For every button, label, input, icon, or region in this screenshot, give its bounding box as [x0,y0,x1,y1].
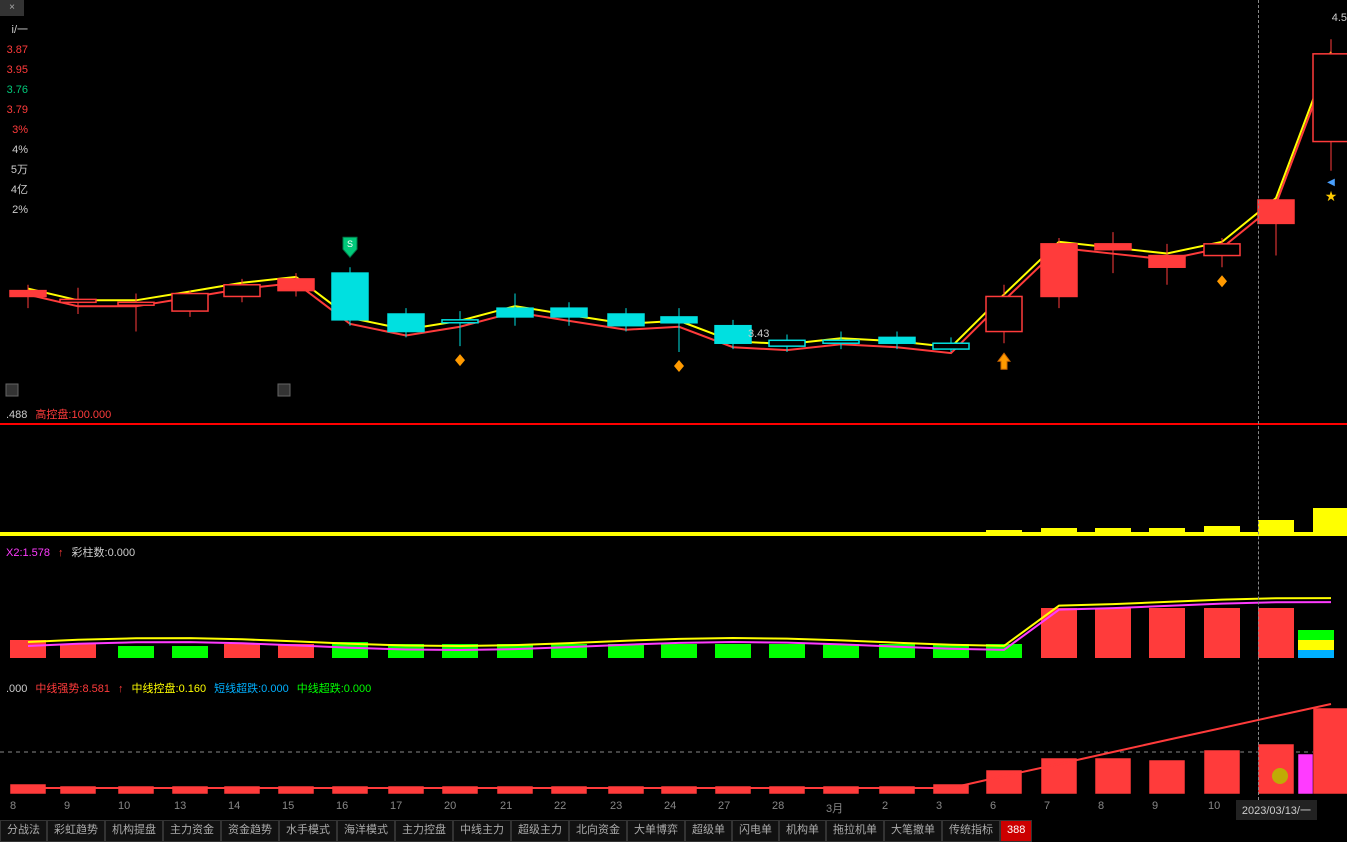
x-tick: 8 [10,800,16,812]
indicator-tab[interactable]: 机构提盘 [105,820,163,842]
candlestick-panel[interactable]: S ★◀ 3.43 [0,0,1347,400]
x-tick: 24 [664,800,676,812]
x-tick: 21 [500,800,512,812]
indicator-tab[interactable]: 分战法 [0,820,47,842]
indicator-tab[interactable]: 水手模式 [279,820,337,842]
indicator-tab[interactable]: 中线主力 [453,820,511,842]
indicator-tab[interactable]: 闪电单 [732,820,779,842]
indicator-tab[interactable]: 超级主力 [511,820,569,842]
x-tick: 8 [1098,800,1104,812]
x-axis: 89101314151617202122232427283月23678910 [0,800,1347,820]
sidebar-value: 3.95 [0,60,30,80]
x-tick: 3月 [826,800,843,816]
sidebar-value: 2% [0,200,30,220]
x-tick: 23 [610,800,622,812]
svg-text:S: S [347,239,353,249]
x-tick: 17 [390,800,402,812]
indicator-tab[interactable]: 主力控盘 [395,820,453,842]
x-tick: 2 [882,800,888,812]
price-sidebar: i/一3.873.953.763.793%4%5万4亿2% [0,20,30,420]
indicator-tab[interactable]: 海洋模式 [337,820,395,842]
indicator-label: 中线强势:8.581 [31,678,114,698]
svg-text:★: ★ [1325,188,1338,204]
indicator-panel-2[interactable]: X2:1.578↑彩柱数:0.000 [0,540,1347,674]
indicator-label: 高控盘:100.000 [31,404,115,424]
indicator-tab[interactable]: 传统指标 [942,820,1000,842]
indicator-label: 中线控盘:0.160 [128,678,211,698]
sidebar-value: 3.76 [0,80,30,100]
sidebar-value: 4% [0,140,30,160]
indicator-tabs: 分战法彩虹趋势机构提盘主力资金资金趋势水手模式海洋模式主力控盘中线主力超级主力北… [0,820,1347,842]
indicator-label: 中线超跌:0.000 [293,678,376,698]
x-tick: 27 [718,800,730,812]
indicator-panel-1[interactable]: .488高控盘:100.000 [0,402,1347,538]
x-tick: 16 [336,800,348,812]
x-tick: 10 [1208,800,1220,812]
indicator-tab[interactable]: 主力资金 [163,820,221,842]
indicator-tab[interactable]: 彩虹趋势 [47,820,105,842]
x-tick: 22 [554,800,566,812]
svg-text:3.43: 3.43 [748,328,769,340]
indicator-label: 短线超跌:0.000 [210,678,293,698]
svg-text:◀: ◀ [1327,177,1335,188]
sidebar-value: 5万 [0,160,30,180]
x-tick: 14 [228,800,240,812]
indicator-label: 彩柱数:0.000 [68,542,140,562]
x-tick: 13 [174,800,186,812]
sidebar-value: 4亿 [0,180,30,200]
indicator-label: X2:1.578 [2,545,54,561]
indicator-label: ↑ [114,681,128,697]
indicator-tab[interactable]: 拖拉机单 [826,820,884,842]
x-tick: 15 [282,800,294,812]
indicator-tab[interactable]: 大单博弈 [627,820,685,842]
sidebar-value: 3% [0,120,30,140]
indicator-tab[interactable]: 机构单 [779,820,826,842]
indicator-tab[interactable]: 北向资金 [569,820,627,842]
indicator-label: ↑ [54,545,68,561]
x-tick: 7 [1044,800,1050,812]
crosshair-date-label: 2023/03/13/一 [1236,800,1317,820]
x-tick: 10 [118,800,130,812]
x-tick: 9 [64,800,70,812]
sidebar-value: 3.87 [0,40,30,60]
indicator-tab[interactable]: 资金趋势 [221,820,279,842]
x-tick: 9 [1152,800,1158,812]
indicator-tab[interactable]: 超级单 [685,820,732,842]
indicator-label: .000 [2,681,31,697]
x-tick: 6 [990,800,996,812]
x-tick: 20 [444,800,456,812]
x-tick: 3 [936,800,942,812]
sidebar-value: i/一 [0,20,30,40]
indicator-tab[interactable]: 388 [1000,820,1032,842]
indicator-tab[interactable]: 大笔撤单 [884,820,942,842]
indicator-panel-3[interactable]: .000中线强势:8.581↑中线控盘:0.160短线超跌:0.000中线超跌:… [0,676,1347,800]
sidebar-value: 3.79 [0,100,30,120]
x-tick: 28 [772,800,784,812]
